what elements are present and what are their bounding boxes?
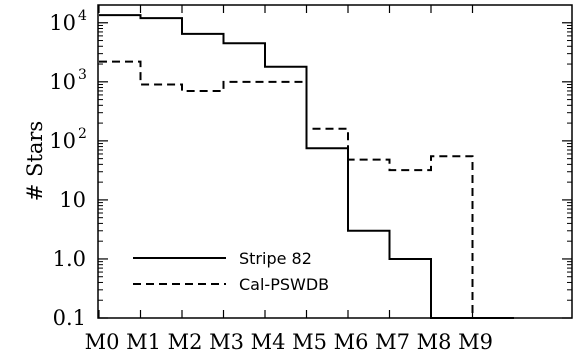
x-tick-label: M4 (251, 330, 286, 354)
y-axis-label: # Stars (23, 121, 47, 201)
x-tick-label: M8 (417, 330, 452, 354)
x-tick-label: M0 (85, 330, 120, 354)
x-tick-label: M5 (292, 330, 327, 354)
y-tick-label: 10 (49, 70, 76, 94)
x-tick-label: M6 (334, 330, 369, 354)
y-tick-base: 0.1 (53, 306, 86, 330)
y-tick-label: 10 (59, 188, 86, 212)
y-tick-exponent: 2 (78, 126, 87, 142)
legend-label: Cal-PSWDB (239, 275, 329, 294)
series-line-0 (99, 14, 514, 319)
x-tick-label: M1 (126, 330, 161, 354)
x-tick-labels: M0 M1 M2 M3 M4 M5 M6 M7 M8 M9 (85, 330, 493, 354)
y-tick-base: 10 (49, 129, 76, 153)
y-tick-label: 0.1 (53, 306, 86, 330)
plot-frame (97, 4, 573, 319)
y-tick-base: 1.0 (53, 247, 86, 271)
x-tick-label: M2 (168, 330, 203, 354)
y-tick-exponent: 4 (78, 8, 87, 24)
y-tick-label: 10 (49, 129, 76, 153)
x-tick-label: M7 (375, 330, 410, 354)
series-lines (99, 14, 514, 319)
y-tick-exponent: 3 (78, 67, 87, 83)
y-tick-label: 1.0 (53, 247, 86, 271)
axis-ticks (98, 4, 572, 319)
x-tick-label: M3 (209, 330, 244, 354)
legend: Stripe 82 Cal-PSWDB (133, 249, 329, 294)
y-tick-base: 10 (59, 188, 86, 212)
y-tick-base: 10 (49, 70, 76, 94)
x-tick-label: M9 (458, 330, 493, 354)
y-tick-label: 10 (49, 11, 76, 35)
legend-label: Stripe 82 (239, 249, 312, 268)
y-tick-base: 10 (49, 11, 76, 35)
series-line-1 (99, 60, 514, 319)
